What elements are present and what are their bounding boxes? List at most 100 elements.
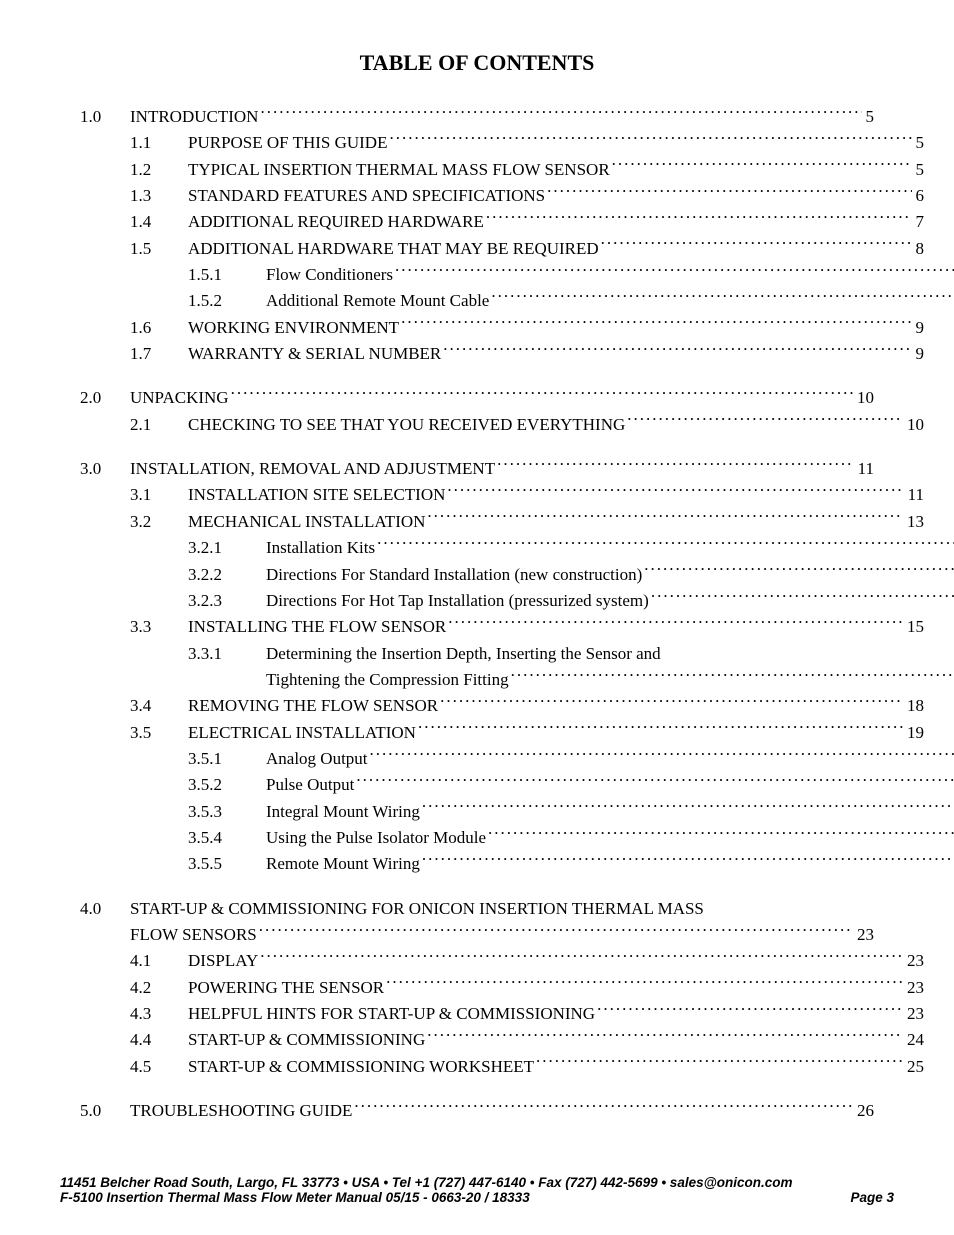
toc-entry: 4.3HELPFUL HINTS FOR START-UP & COMMISSI…: [80, 1001, 924, 1027]
leader-dots: [612, 157, 912, 175]
toc-text: INSTALLATION, REMOVAL AND ADJUSTMENT: [130, 456, 495, 482]
leader-dots: [447, 482, 903, 500]
toc-page: 18: [905, 693, 924, 719]
toc-number: 3.3.1: [188, 641, 266, 667]
toc-entry: 5.0TROUBLESHOOTING GUIDE26: [80, 1098, 874, 1124]
toc-text: START-UP & COMMISSIONING FOR ONICON INSE…: [130, 896, 704, 922]
footer-line-2: F-5100 Insertion Thermal Mass Flow Meter…: [60, 1190, 894, 1205]
toc-text: TROUBLESHOOTING GUIDE: [130, 1098, 352, 1124]
toc-number: 4.0: [80, 896, 130, 922]
toc-entry: 4.4START-UP & COMMISSIONING24: [80, 1027, 924, 1053]
leader-dots: [395, 262, 954, 280]
toc-text: Tightening the Compression Fitting: [266, 667, 509, 693]
leader-dots: [418, 720, 903, 738]
toc-entry: 3.5.1Analog Output19: [80, 746, 954, 772]
toc-page: 11: [906, 482, 924, 508]
toc-text: REMOVING THE FLOW SENSOR: [188, 693, 438, 719]
toc-number: 1.5: [130, 236, 188, 262]
toc-section: 4.0START-UP & COMMISSIONING FOR ONICON I…: [80, 896, 874, 1080]
toc-number: 4.2: [130, 975, 188, 1001]
toc-text: Directions For Hot Tap Installation (pre…: [266, 588, 649, 614]
toc-entry: 4.0START-UP & COMMISSIONING FOR ONICON I…: [80, 896, 874, 922]
toc-entry: 3.5.3Integral Mount Wiring20: [80, 799, 954, 825]
toc-page: 9: [914, 341, 925, 367]
toc-text: Integral Mount Wiring: [266, 799, 420, 825]
toc-entry: 3.2MECHANICAL INSTALLATION13: [80, 509, 924, 535]
toc-number: 3.0: [80, 456, 130, 482]
leader-dots: [547, 183, 911, 201]
toc-entry: 1.3STANDARD FEATURES AND SPECIFICATIONS6: [80, 183, 924, 209]
toc-page: 5: [864, 104, 875, 130]
toc-number: 4.5: [130, 1054, 188, 1080]
toc-number: 3.1: [130, 482, 188, 508]
toc-text: ADDITIONAL HARDWARE THAT MAY BE REQUIRED: [188, 236, 599, 262]
leader-dots: [356, 772, 954, 790]
toc-number: 3.5: [130, 720, 188, 746]
toc-text: STANDARD FEATURES AND SPECIFICATIONS: [188, 183, 545, 209]
toc-entry: 3.5.4Using the Pulse Isolator Module21: [80, 825, 954, 851]
toc-section: 2.0UNPACKING102.1CHECKING TO SEE THAT YO…: [80, 385, 874, 438]
leader-dots: [389, 130, 911, 148]
toc-page: 5: [914, 157, 925, 183]
toc-text: Pulse Output: [266, 772, 354, 798]
toc-section: 5.0TROUBLESHOOTING GUIDE26: [80, 1098, 874, 1124]
page: TABLE OF CONTENTS 1.0INTRODUCTION51.1PUR…: [0, 0, 954, 1235]
toc-text: TYPICAL INSERTION THERMAL MASS FLOW SENS…: [188, 157, 610, 183]
toc-number: 3.2.3: [188, 588, 266, 614]
toc-section: 3.0INSTALLATION, REMOVAL AND ADJUSTMENT 1…: [80, 456, 874, 878]
leader-dots: [497, 456, 854, 474]
toc-entry: 3.2.3Directions For Hot Tap Installation…: [80, 588, 954, 614]
toc-entry: 3.3.1Determining the Insertion Depth, In…: [80, 641, 954, 667]
toc-text: FLOW SENSORS: [130, 922, 257, 948]
toc-number: 1.2: [130, 157, 188, 183]
toc-page: 10: [855, 385, 874, 411]
leader-dots: [486, 209, 912, 227]
toc-page: 23: [905, 975, 924, 1001]
footer: 11451 Belcher Road South, Largo, FL 3377…: [60, 1175, 894, 1205]
toc-number: 3.4: [130, 693, 188, 719]
toc-number: 3.2.1: [188, 535, 266, 561]
toc-entry: 1.5.2Additional Remote Mount Cable8: [80, 288, 954, 314]
toc-page: 25: [905, 1054, 924, 1080]
toc-number: 4.1: [130, 948, 188, 974]
leader-dots: [644, 562, 954, 580]
leader-dots: [259, 922, 853, 940]
toc-text: CHECKING TO SEE THAT YOU RECEIVED EVERYT…: [188, 412, 625, 438]
toc-entry-continuation: Tightening the Compression Fitting15: [80, 667, 954, 693]
toc-number: 1.6: [130, 315, 188, 341]
toc-page: 24: [905, 1027, 924, 1053]
toc-page: 23: [855, 922, 874, 948]
toc-text: START-UP & COMMISSIONING WORKSHEET: [188, 1054, 534, 1080]
toc-page: 8: [914, 236, 925, 262]
leader-dots: [422, 851, 954, 869]
table-of-contents: 1.0INTRODUCTION51.1PURPOSE OF THIS GUIDE…: [80, 104, 874, 1124]
toc-number: 1.7: [130, 341, 188, 367]
toc-page: 11: [856, 456, 874, 482]
leader-dots: [231, 385, 853, 403]
toc-number: 4.3: [130, 1001, 188, 1027]
toc-section: 1.0INTRODUCTION51.1PURPOSE OF THIS GUIDE…: [80, 104, 874, 367]
toc-entry: 2.1CHECKING TO SEE THAT YOU RECEIVED EVE…: [80, 412, 924, 438]
toc-entry: 3.3INSTALLING THE FLOW SENSOR15: [80, 614, 924, 640]
toc-entry: 4.1DISPLAY 23: [80, 948, 924, 974]
leader-dots: [627, 412, 903, 430]
toc-text: Additional Remote Mount Cable: [266, 288, 489, 314]
toc-page: 7: [914, 209, 925, 235]
toc-text: Using the Pulse Isolator Module: [266, 825, 486, 851]
toc-number: 3.2.2: [188, 562, 266, 588]
toc-page: 23: [905, 948, 924, 974]
toc-number: 1.1: [130, 130, 188, 156]
toc-number: 3.5.5: [188, 851, 266, 877]
toc-number: 1.5.1: [188, 262, 266, 288]
toc-number: 5.0: [80, 1098, 130, 1124]
toc-text: WARRANTY & SERIAL NUMBER: [188, 341, 441, 367]
toc-number: 1.0: [80, 104, 130, 130]
toc-text: INSTALLATION SITE SELECTION: [188, 482, 445, 508]
toc-text: DISPLAY: [188, 948, 258, 974]
toc-text: Directions For Standard Installation (ne…: [266, 562, 642, 588]
footer-line-1: 11451 Belcher Road South, Largo, FL 3377…: [60, 1175, 894, 1190]
toc-number: 3.5.3: [188, 799, 266, 825]
toc-entry: 1.0INTRODUCTION5: [80, 104, 874, 130]
toc-number: 4.4: [130, 1027, 188, 1053]
toc-number: 3.5.2: [188, 772, 266, 798]
